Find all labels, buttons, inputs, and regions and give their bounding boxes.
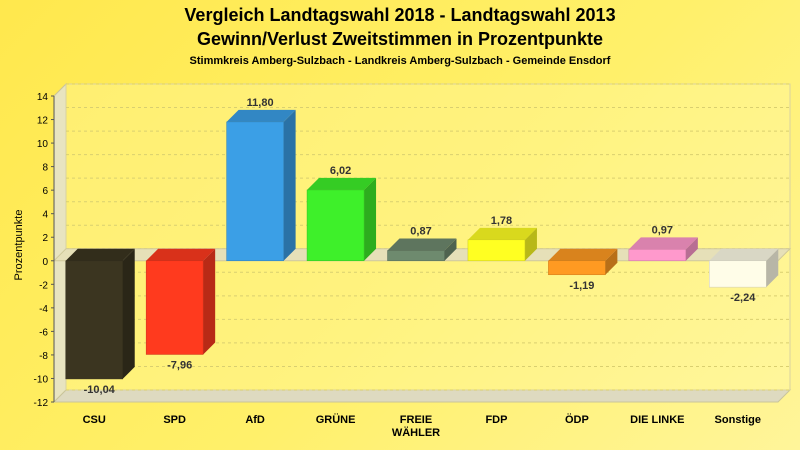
x-tick-label: FREIE bbox=[400, 414, 432, 426]
bar-front bbox=[628, 249, 687, 262]
bar-value-label: -10,04 bbox=[84, 384, 116, 396]
bar-top bbox=[548, 248, 618, 261]
bar-front bbox=[467, 239, 526, 262]
bar-afd[interactable]: 11,80 bbox=[226, 97, 296, 262]
bar-side bbox=[524, 227, 537, 261]
plot-left-wall bbox=[53, 82, 67, 404]
y-tick-label: 8 bbox=[42, 163, 48, 174]
bar-spd[interactable]: -7,96 bbox=[145, 248, 216, 372]
bar-die linke[interactable]: 0,97 bbox=[628, 224, 698, 262]
bar-side bbox=[122, 248, 135, 379]
bar-front bbox=[226, 121, 284, 262]
x-tick-label: FDP bbox=[485, 414, 507, 426]
bar-top bbox=[387, 238, 457, 251]
plot-floor bbox=[52, 389, 792, 403]
chart-region-line: Stimmkreis Amberg-Sulzbach - Landkreis A… bbox=[189, 55, 611, 67]
bar-side bbox=[605, 248, 618, 275]
bar-front bbox=[306, 189, 365, 262]
y-axis-label: Prozentpunkte bbox=[13, 210, 25, 281]
y-tick-label: -8 bbox=[39, 351, 48, 362]
bar-top bbox=[146, 248, 216, 261]
bar-csu[interactable]: -10,04 bbox=[65, 248, 135, 396]
bar-side bbox=[766, 248, 779, 288]
y-tick-label: 14 bbox=[37, 92, 49, 103]
bar-front bbox=[145, 260, 204, 355]
bar-value-label: -2,24 bbox=[730, 292, 756, 304]
bar-front bbox=[65, 260, 123, 380]
y-tick-label: 12 bbox=[37, 116, 49, 127]
bar-value-label: -1,19 bbox=[569, 280, 594, 292]
chart-title: Vergleich Landtagswahl 2018 - Landtagswa… bbox=[184, 5, 616, 25]
bar-front bbox=[387, 250, 445, 262]
bar-value-label: -7,96 bbox=[167, 359, 192, 371]
bar-top bbox=[307, 177, 377, 190]
bar-top bbox=[467, 227, 537, 240]
y-tick-label: 6 bbox=[42, 186, 48, 197]
bar-front bbox=[548, 260, 606, 276]
bar-value-label: 0,87 bbox=[410, 226, 431, 238]
bar-value-label: 0,97 bbox=[652, 224, 673, 236]
x-tick-label: AfD bbox=[245, 414, 265, 426]
bar-sonstige[interactable]: -2,24 bbox=[709, 248, 779, 304]
bar-top bbox=[226, 109, 296, 122]
bar-fdp[interactable]: 1,78 bbox=[467, 215, 537, 262]
y-tick-label: 0 bbox=[42, 257, 48, 268]
bar-ödp[interactable]: -1,19 bbox=[548, 248, 618, 292]
bar-value-label: 6,02 bbox=[330, 165, 351, 177]
chart-subtitle: Gewinn/Verlust Zweitstimmen in Prozentpu… bbox=[196, 29, 604, 49]
bar-side bbox=[283, 109, 296, 261]
bar-side bbox=[203, 248, 216, 355]
y-tick-label: -2 bbox=[39, 280, 48, 291]
bar-front bbox=[709, 260, 767, 288]
y-tick-label: -12 bbox=[34, 398, 49, 409]
y-tick-label: 10 bbox=[37, 139, 49, 150]
y-tick-label: -10 bbox=[34, 374, 49, 385]
bar-top bbox=[65, 248, 135, 261]
x-tick-label: SPD bbox=[163, 414, 186, 426]
x-tick-label: WÄHLER bbox=[392, 426, 440, 439]
bar-series: -10,04 -7,96 11,80 6,02 0,87 1,78 -1,19 0,97 -2,… bbox=[65, 97, 779, 396]
bar-grüne[interactable]: 6,02 bbox=[306, 165, 377, 262]
x-tick-label: ÖDP bbox=[565, 413, 589, 426]
x-tick-label: GRÜNE bbox=[316, 413, 356, 426]
bar-side bbox=[444, 238, 457, 261]
y-tick-label: -4 bbox=[39, 304, 48, 315]
bar-value-label: 11,80 bbox=[247, 97, 274, 109]
y-tick-label: 2 bbox=[42, 233, 48, 244]
x-tick-label: CSU bbox=[83, 414, 106, 426]
y-axis: 14 12 10 8 6 4 2 0 -2 -4 -6 -8 -10 -12 bbox=[34, 92, 55, 409]
y-tick-label: 4 bbox=[42, 210, 48, 221]
bar-side bbox=[364, 177, 377, 261]
bar-side bbox=[685, 237, 698, 261]
x-tick-label: DIE LINKE bbox=[630, 414, 684, 426]
bar-top bbox=[709, 248, 779, 261]
y-tick-label: -6 bbox=[39, 327, 48, 338]
bar-top bbox=[628, 237, 698, 250]
bar-value-label: 1,78 bbox=[491, 215, 512, 227]
x-tick-label: Sonstige bbox=[715, 414, 761, 426]
bar-freie-wähler[interactable]: 0,87 bbox=[387, 226, 457, 262]
